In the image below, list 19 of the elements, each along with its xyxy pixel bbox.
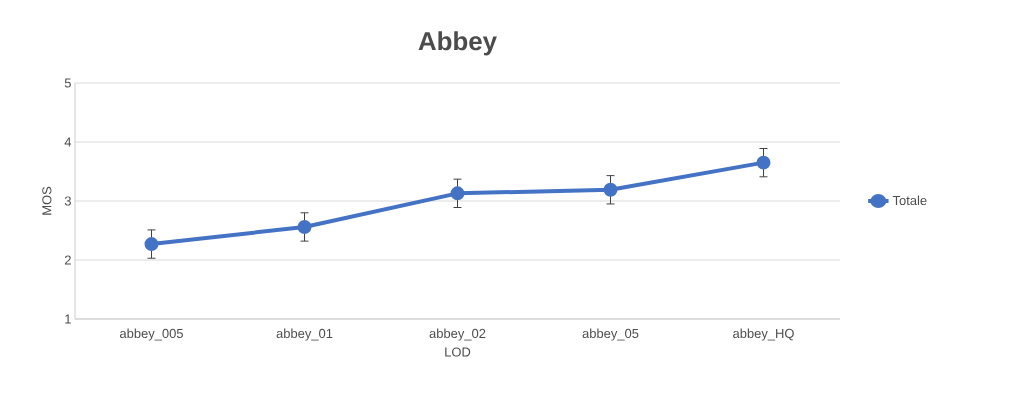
x-tick-label: abbey_HQ bbox=[733, 328, 794, 341]
x-tick-label: abbey_01 bbox=[276, 328, 333, 341]
y-tick-label: 1 bbox=[65, 314, 71, 324]
y-axis-title: MOS bbox=[42, 186, 52, 215]
y-tick-label: 4 bbox=[64, 137, 72, 147]
point bbox=[603, 182, 618, 197]
legend-label: Totale bbox=[892, 195, 927, 206]
point bbox=[144, 237, 159, 252]
point bbox=[756, 155, 771, 170]
point bbox=[297, 219, 312, 234]
y-tick-label: 2 bbox=[64, 255, 71, 265]
y-tick-label: 3 bbox=[64, 196, 71, 206]
chart-title: Abbey bbox=[418, 31, 497, 56]
y-tick-label: 5 bbox=[64, 78, 71, 88]
x-tick-label: abbey_02 bbox=[429, 328, 486, 341]
point bbox=[450, 186, 465, 201]
x-axis-title: LOD bbox=[445, 347, 471, 357]
x-tick-label: abbey_05 bbox=[582, 328, 639, 341]
x-tick-label: abbey_005 bbox=[120, 328, 183, 341]
